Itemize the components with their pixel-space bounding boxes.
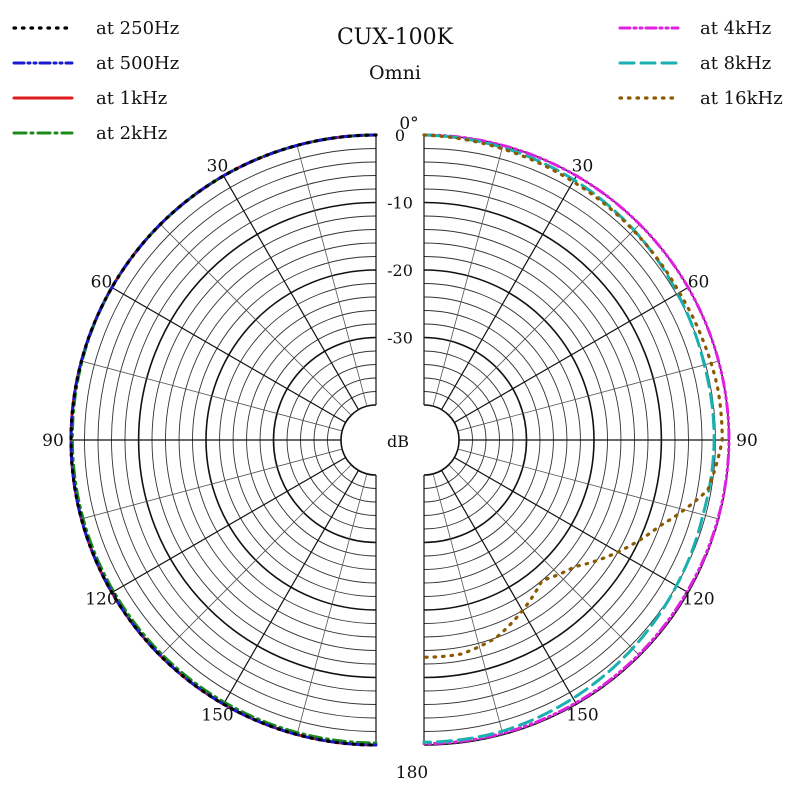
grid-spoke — [454, 286, 689, 424]
angle-label: 90 — [736, 431, 758, 451]
angle-label: 0° — [399, 114, 418, 134]
angle-label: 30 — [572, 156, 594, 176]
grid-spoke — [111, 456, 346, 594]
legend-label: at 250Hz — [96, 18, 179, 39]
angle-label: 60 — [91, 273, 113, 293]
legend-label: at 2kHz — [96, 123, 167, 144]
angle-label: 150 — [566, 706, 598, 726]
legend-label: at 1kHz — [96, 88, 167, 109]
series-line-at-16khz — [422, 133, 724, 659]
grid-ring — [340, 404, 377, 476]
grid-spoke — [448, 464, 640, 656]
angle-label: 120 — [85, 590, 117, 610]
legend-right: at 4kHz at 8kHz at 16kHz — [618, 18, 783, 109]
grid-spoke — [81, 448, 343, 520]
labels-layer: 0 -10 -20 -30 0° 30 30 60 60 90 90 120 120 150 150 180 — [42, 114, 758, 783]
grid-spoke — [222, 175, 360, 410]
radial-tick-label: -20 — [387, 261, 413, 280]
legend-label: at 16kHz — [700, 88, 783, 109]
chart-subtitle: Omni — [369, 62, 421, 84]
angle-label: 120 — [682, 590, 714, 610]
grid-spoke — [432, 145, 504, 407]
angle-label: 30 — [207, 156, 229, 176]
radial-unit-label: dB — [387, 432, 409, 451]
grid-spoke — [160, 224, 352, 416]
legend-left: at 250Hz at 500Hz at 1kHz at 2kHz — [12, 18, 179, 144]
grid-spoke — [222, 470, 360, 705]
angle-label: 90 — [42, 431, 64, 451]
series-line-at-2khz — [70, 133, 378, 745]
legend-label: at 4kHz — [700, 18, 771, 39]
grid-spoke — [457, 360, 719, 432]
legend-label: at 8kHz — [700, 53, 771, 74]
chart-title: CUX-100K — [337, 25, 454, 50]
right-polar-grid — [423, 134, 730, 746]
series-line-at-8khz — [422, 133, 716, 744]
grid-spoke — [296, 473, 368, 735]
radial-tick-label: -10 — [387, 194, 413, 213]
angle-label: 60 — [688, 273, 710, 293]
grid-spoke — [111, 286, 346, 424]
series-line-at-250hz — [69, 133, 378, 747]
grid-spoke — [81, 360, 343, 432]
grid-ring — [423, 404, 460, 476]
series-line-at-4khz — [422, 133, 731, 746]
legend-label: at 500Hz — [96, 53, 179, 74]
grid-spoke — [457, 448, 719, 520]
grid-spoke — [448, 224, 640, 416]
left-polar-grid — [70, 134, 377, 746]
series-layer — [69, 133, 731, 747]
angle-label: 180 — [396, 763, 428, 783]
radial-tick-label: 0 — [395, 126, 405, 145]
angle-label: 150 — [201, 706, 233, 726]
grid-spoke — [160, 464, 352, 656]
grid-spoke — [440, 470, 578, 705]
grid-spoke — [440, 175, 578, 410]
radial-tick-label: -30 — [387, 329, 413, 348]
grid-spoke — [454, 456, 689, 594]
grid-spoke — [296, 145, 368, 407]
grid-spoke — [432, 473, 504, 735]
